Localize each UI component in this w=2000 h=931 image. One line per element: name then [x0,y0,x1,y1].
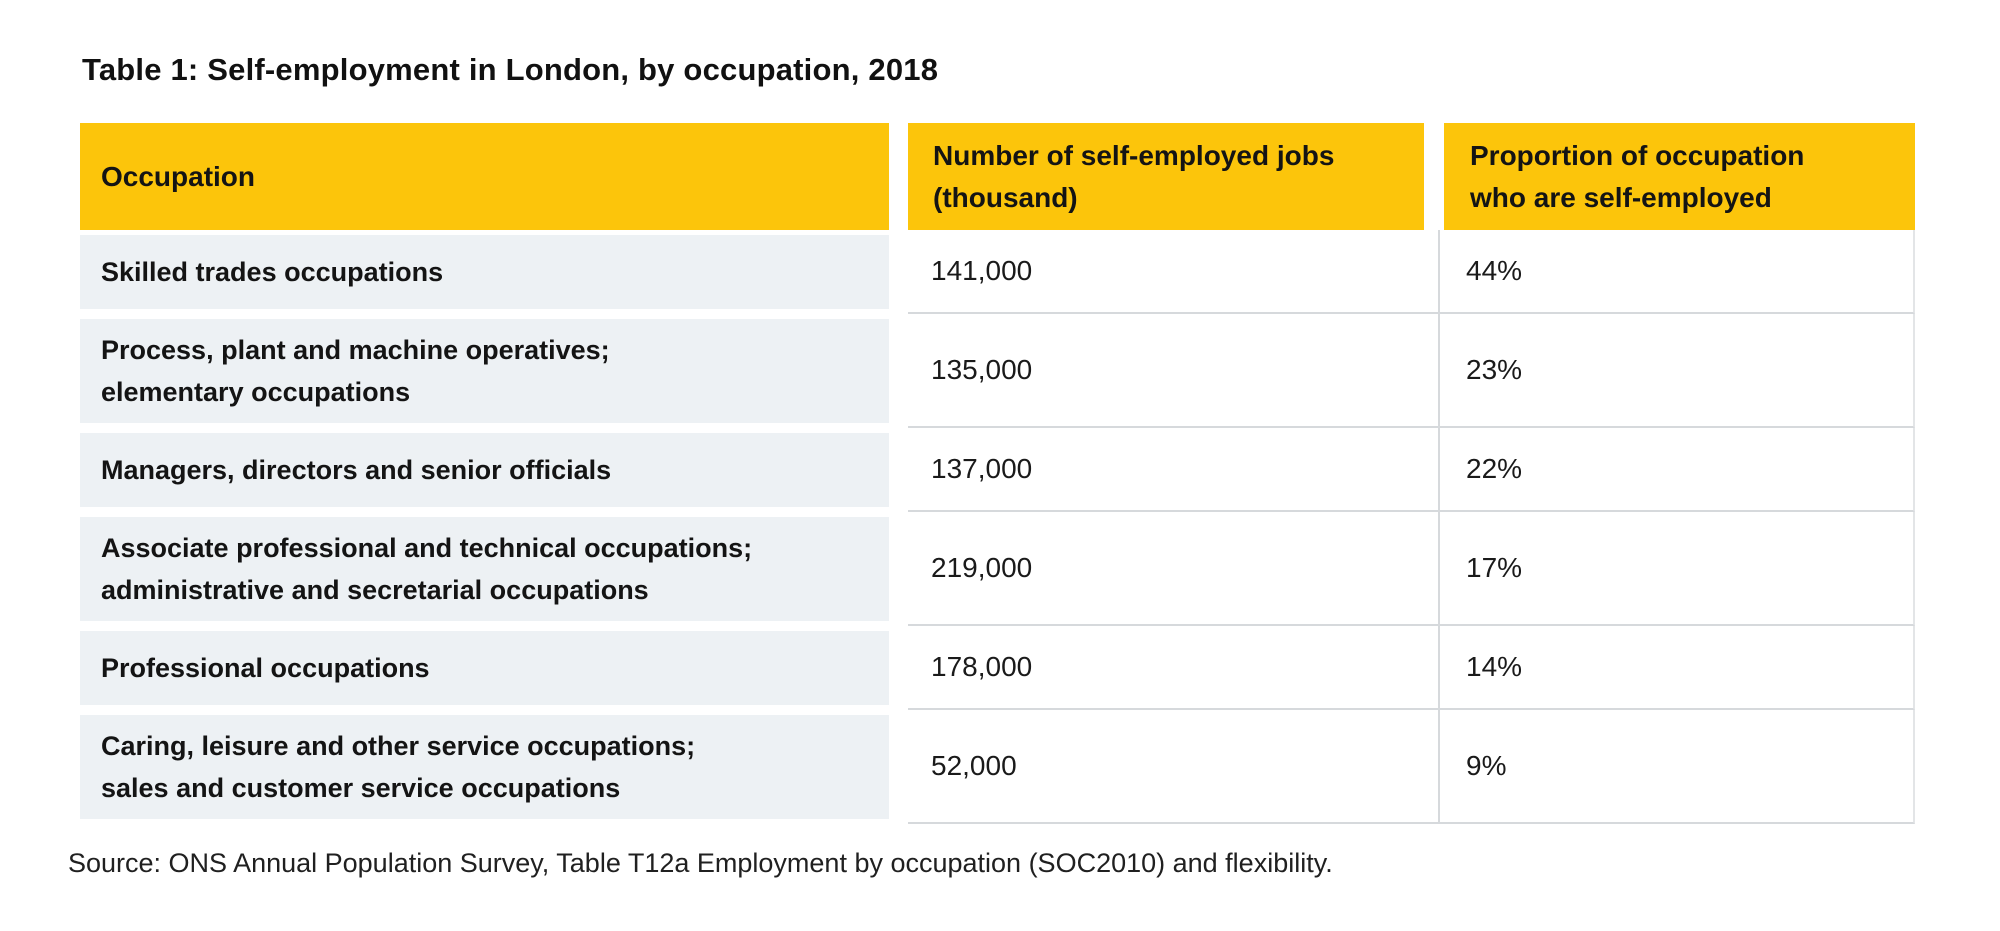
header-jobs-label: Number of self-employed jobs (thousand) [933,139,1335,213]
proportion-value: 23% [1466,354,1523,385]
occupation-label: Process, plant and machine operatives; e… [101,335,610,407]
column-gutter [889,314,908,428]
header-cell-occupation: Occupation [80,123,889,230]
proportion-cell: 22% [1438,428,1915,512]
jobs-cell: 137,000 [908,428,1438,512]
occupation-label: Caring, leisure and other service occupa… [101,731,696,803]
occupation-cell: Skilled trades occupations [80,235,889,309]
table-row: Caring, leisure and other service occupa… [80,710,1915,824]
column-gutter [889,710,908,824]
table-row: Associate professional and technical occ… [80,512,1915,626]
proportion-value: 14% [1466,651,1523,682]
jobs-value: 219,000 [931,552,1033,583]
jobs-cell: 219,000 [908,512,1438,626]
proportion-value: 44% [1466,255,1523,286]
jobs-value: 141,000 [931,255,1033,286]
occupation-label: Skilled trades occupations [101,257,444,287]
page-title: Table 1: Self-employment in London, by o… [82,52,939,87]
occupation-cell: Process, plant and machine operatives; e… [80,319,889,423]
occupation-cell: Managers, directors and senior officials [80,433,889,507]
proportion-cell: 23% [1438,314,1915,428]
proportion-value: 17% [1466,552,1523,583]
occupation-label: Managers, directors and senior officials [101,455,612,485]
table-row: Managers, directors and senior officials… [80,428,1915,512]
column-gutter [889,230,908,314]
table-row: Process, plant and machine operatives; e… [80,314,1915,428]
proportion-value: 9% [1466,750,1507,781]
self-employment-table: Occupation Number of self-employed jobs … [80,123,1915,824]
source-note: Source: ONS Annual Population Survey, Ta… [68,848,1333,878]
header-proportion-label: Proportion of occupation who are self-em… [1470,139,1805,213]
jobs-value: 52,000 [931,750,1017,781]
column-gutter [889,123,908,230]
occupation-cell: Caring, leisure and other service occupa… [80,715,889,819]
proportion-cell: 44% [1438,230,1915,314]
occupation-label: Associate professional and technical occ… [101,533,753,605]
jobs-value: 178,000 [931,651,1033,682]
table-body: Skilled trades occupations 141,000 44% P… [80,230,1915,824]
header-cell-proportion: Proportion of occupation who are self-em… [1438,123,1915,230]
jobs-value: 135,000 [931,354,1033,385]
occupation-label: Professional occupations [101,653,430,683]
column-gutter [889,428,908,512]
proportion-cell: 17% [1438,512,1915,626]
header-cell-jobs: Number of self-employed jobs (thousand) [908,123,1438,230]
table-row: Professional occupations 178,000 14% [80,626,1915,710]
jobs-cell: 135,000 [908,314,1438,428]
column-gutter [889,512,908,626]
jobs-cell: 141,000 [908,230,1438,314]
proportion-value: 22% [1466,453,1523,484]
table-row: Skilled trades occupations 141,000 44% [80,230,1915,314]
jobs-cell: 178,000 [908,626,1438,710]
table-header-row: Occupation Number of self-employed jobs … [80,123,1915,230]
header-occupation-label: Occupation [101,160,256,192]
occupation-cell: Associate professional and technical occ… [80,517,889,621]
jobs-cell: 52,000 [908,710,1438,824]
proportion-cell: 9% [1438,710,1915,824]
proportion-cell: 14% [1438,626,1915,710]
occupation-cell: Professional occupations [80,631,889,705]
column-gutter [889,626,908,710]
jobs-value: 137,000 [931,453,1033,484]
